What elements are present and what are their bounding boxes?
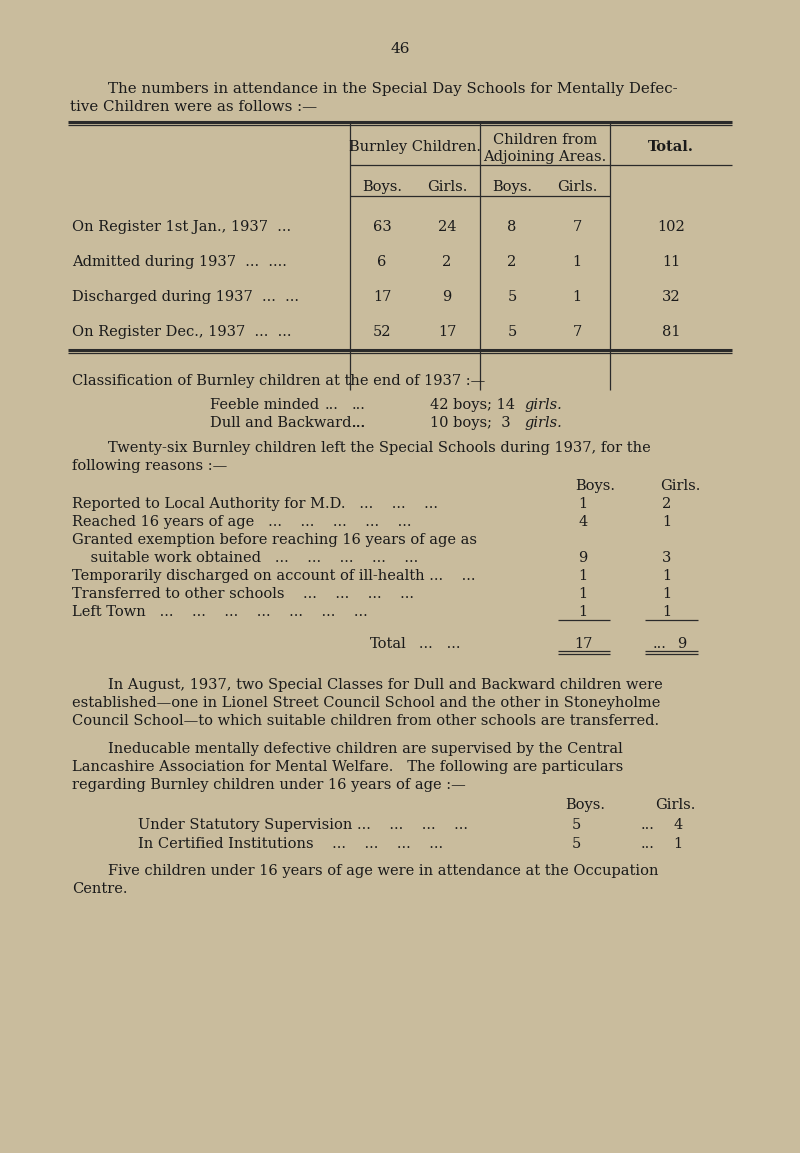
- Text: 5: 5: [507, 325, 517, 339]
- Text: Granted exemption before reaching 16 years of age as: Granted exemption before reaching 16 yea…: [72, 533, 477, 547]
- Text: 5: 5: [571, 837, 581, 851]
- Text: Reported to Local Authority for M.D.   ...    ...    ...: Reported to Local Authority for M.D. ...…: [72, 497, 438, 511]
- Text: 1: 1: [573, 255, 582, 269]
- Text: 2: 2: [442, 255, 452, 269]
- Text: Girls.: Girls.: [427, 180, 467, 194]
- Text: Boys.: Boys.: [575, 478, 615, 493]
- Text: suitable work obtained   ...    ...    ...    ...    ...: suitable work obtained ... ... ... ... .…: [72, 551, 418, 565]
- Text: established—one in Lionel Street Council School and the other in Stoneyholme: established—one in Lionel Street Council…: [72, 696, 660, 710]
- Text: 17: 17: [373, 291, 391, 304]
- Text: 63: 63: [373, 220, 391, 234]
- Text: Boys.: Boys.: [362, 180, 402, 194]
- Text: 1: 1: [578, 568, 587, 583]
- Text: Girls.: Girls.: [557, 180, 597, 194]
- Text: ...: ...: [352, 416, 366, 430]
- Text: Burnley Children.: Burnley Children.: [349, 140, 481, 155]
- Text: ...: ...: [641, 837, 655, 851]
- Text: 3: 3: [662, 551, 672, 565]
- Text: Girls.: Girls.: [655, 798, 695, 812]
- Text: 2: 2: [507, 255, 517, 269]
- Text: Total: Total: [370, 636, 406, 651]
- Text: regarding Burnley children under 16 years of age :—: regarding Burnley children under 16 year…: [72, 778, 466, 792]
- Text: Lancashire Association for Mental Welfare.   The following are particulars: Lancashire Association for Mental Welfar…: [72, 760, 623, 774]
- Text: 17: 17: [438, 325, 456, 339]
- Text: 42 boys; 14: 42 boys; 14: [430, 398, 520, 412]
- Text: 9: 9: [678, 636, 686, 651]
- Text: Under Statutory Supervision ...    ...    ...    ...: Under Statutory Supervision ... ... ... …: [138, 817, 468, 832]
- Text: 4: 4: [578, 515, 588, 529]
- Text: Adjoining Areas.: Adjoining Areas.: [483, 150, 606, 164]
- Text: 9: 9: [442, 291, 452, 304]
- Text: On Register 1st Jan., 1937  ...: On Register 1st Jan., 1937 ...: [72, 220, 291, 234]
- Text: 4: 4: [674, 817, 682, 832]
- Text: 9: 9: [578, 551, 588, 565]
- Text: 1: 1: [573, 291, 582, 304]
- Text: 5: 5: [507, 291, 517, 304]
- Text: 8: 8: [507, 220, 517, 234]
- Text: Boys.: Boys.: [492, 180, 532, 194]
- Text: 1: 1: [662, 605, 671, 619]
- Text: 46: 46: [390, 42, 410, 56]
- Text: 102: 102: [657, 220, 685, 234]
- Text: 1: 1: [578, 587, 587, 601]
- Text: Five children under 16 years of age were in attendance at the Occupation: Five children under 16 years of age were…: [108, 864, 658, 877]
- Text: Dull and Backward...: Dull and Backward...: [210, 416, 366, 430]
- Text: 5: 5: [571, 817, 581, 832]
- Text: tive Children were as follows :—: tive Children were as follows :—: [70, 100, 317, 114]
- Text: Discharged during 1937  ...  ...: Discharged during 1937 ... ...: [72, 291, 299, 304]
- Text: 81: 81: [662, 325, 680, 339]
- Text: 11: 11: [662, 255, 680, 269]
- Text: Feeble minded: Feeble minded: [210, 398, 319, 412]
- Text: Transferred to other schools    ...    ...    ...    ...: Transferred to other schools ... ... ...…: [72, 587, 414, 601]
- Text: Council School—to which suitable children from other schools are transferred.: Council School—to which suitable childre…: [72, 714, 659, 728]
- Text: 6: 6: [378, 255, 386, 269]
- Text: Total.: Total.: [648, 140, 694, 155]
- Text: girls.: girls.: [524, 416, 562, 430]
- Text: Boys.: Boys.: [565, 798, 605, 812]
- Text: 1: 1: [674, 837, 682, 851]
- Text: 17: 17: [574, 636, 592, 651]
- Text: 1: 1: [578, 497, 587, 511]
- Text: 1: 1: [662, 568, 671, 583]
- Text: Ineducable mentally defective children are supervised by the Central: Ineducable mentally defective children a…: [108, 743, 622, 756]
- Text: Admitted during 1937  ...  ....: Admitted during 1937 ... ....: [72, 255, 287, 269]
- Text: girls.: girls.: [524, 398, 562, 412]
- Text: Girls.: Girls.: [660, 478, 700, 493]
- Text: Left Town   ...    ...    ...    ...    ...    ...    ...: Left Town ... ... ... ... ... ... ...: [72, 605, 368, 619]
- Text: 1: 1: [662, 515, 671, 529]
- Text: 52: 52: [373, 325, 391, 339]
- Text: 2: 2: [662, 497, 672, 511]
- Text: 1: 1: [578, 605, 587, 619]
- Text: ...: ...: [325, 398, 339, 412]
- Text: 1: 1: [662, 587, 671, 601]
- Text: In August, 1937, two Special Classes for Dull and Backward children were: In August, 1937, two Special Classes for…: [108, 678, 662, 692]
- Text: ...: ...: [352, 398, 366, 412]
- Text: following reasons :—: following reasons :—: [72, 459, 227, 473]
- Text: The numbers in attendance in the Special Day Schools for Mentally Defec-: The numbers in attendance in the Special…: [108, 82, 678, 96]
- Text: Twenty-six Burnley children left the Special Schools during 1937, for the: Twenty-six Burnley children left the Spe…: [108, 440, 650, 455]
- Text: ...: ...: [641, 817, 655, 832]
- Text: Reached 16 years of age   ...    ...    ...    ...    ...: Reached 16 years of age ... ... ... ... …: [72, 515, 411, 529]
- Text: 24: 24: [438, 220, 456, 234]
- Text: On Register Dec., 1937  ...  ...: On Register Dec., 1937 ... ...: [72, 325, 291, 339]
- Text: In Certified Institutions    ...    ...    ...    ...: In Certified Institutions ... ... ... ..…: [138, 837, 443, 851]
- Text: 7: 7: [572, 220, 582, 234]
- Text: ...   ...: ... ...: [405, 636, 461, 651]
- Text: 32: 32: [662, 291, 680, 304]
- Text: 10 boys;  3: 10 boys; 3: [430, 416, 515, 430]
- Text: Classification of Burnley children at the end of 1937 :—: Classification of Burnley children at th…: [72, 374, 486, 389]
- Text: ...: ...: [653, 636, 667, 651]
- Text: Children from: Children from: [493, 133, 597, 146]
- Text: 7: 7: [572, 325, 582, 339]
- Text: Centre.: Centre.: [72, 882, 127, 896]
- Text: Temporarily discharged on account of ill-health ...    ...: Temporarily discharged on account of ill…: [72, 568, 475, 583]
